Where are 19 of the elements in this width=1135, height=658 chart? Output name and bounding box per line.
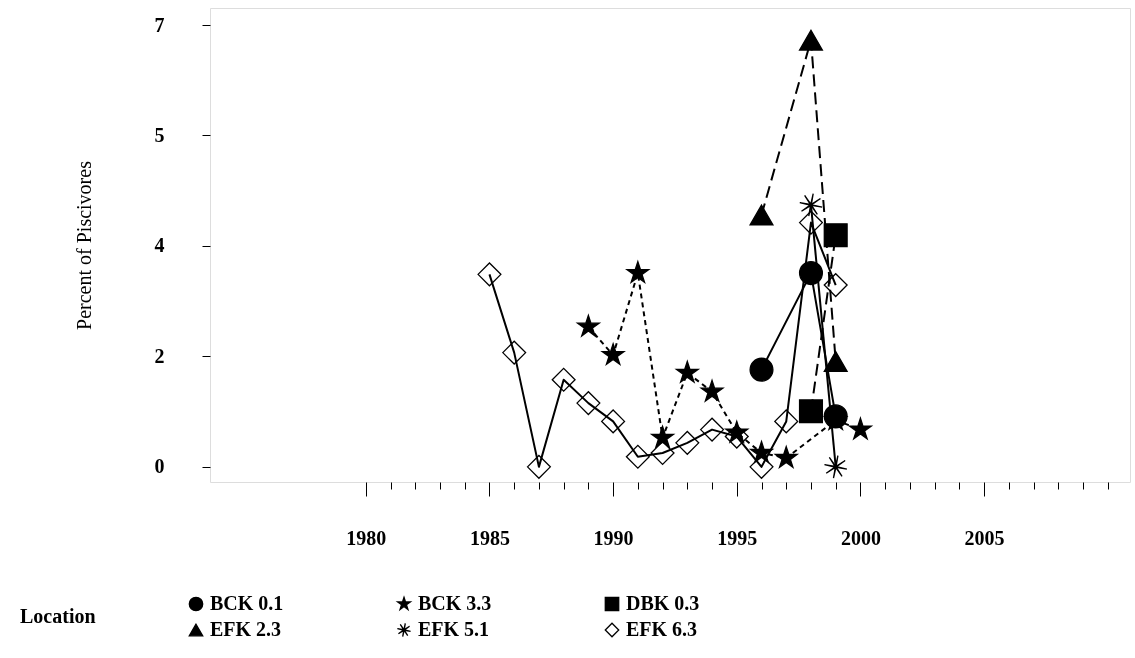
y-tick-label: 7 <box>154 13 165 36</box>
x-tick-label: 2000 <box>840 526 881 549</box>
legend-label: EFK 6.3 <box>626 618 698 640</box>
legend-label: DBK 0.3 <box>626 592 700 614</box>
legend-label: EFK 5.1 <box>418 618 490 640</box>
x-tick-label: 2005 <box>964 526 1005 549</box>
y-tick-label: 5 <box>154 123 165 146</box>
y-axis-title: Percent of Piscivores <box>72 160 95 330</box>
y-tick-label: 0 <box>154 455 165 478</box>
y-tick-label: 4 <box>154 234 165 257</box>
x-tick-label: 1985 <box>469 526 510 549</box>
x-tick-label: 1995 <box>717 526 758 549</box>
legend-label: EFK 2.3 <box>210 618 282 640</box>
x-tick-label: 1980 <box>346 526 387 549</box>
legend-label: BCK 3.3 <box>418 592 492 614</box>
legend-title: Location <box>20 605 96 627</box>
y-tick-label: 2 <box>154 344 165 367</box>
x-tick-label: 1990 <box>593 526 634 549</box>
legend-label: BCK 0.1 <box>210 592 284 614</box>
